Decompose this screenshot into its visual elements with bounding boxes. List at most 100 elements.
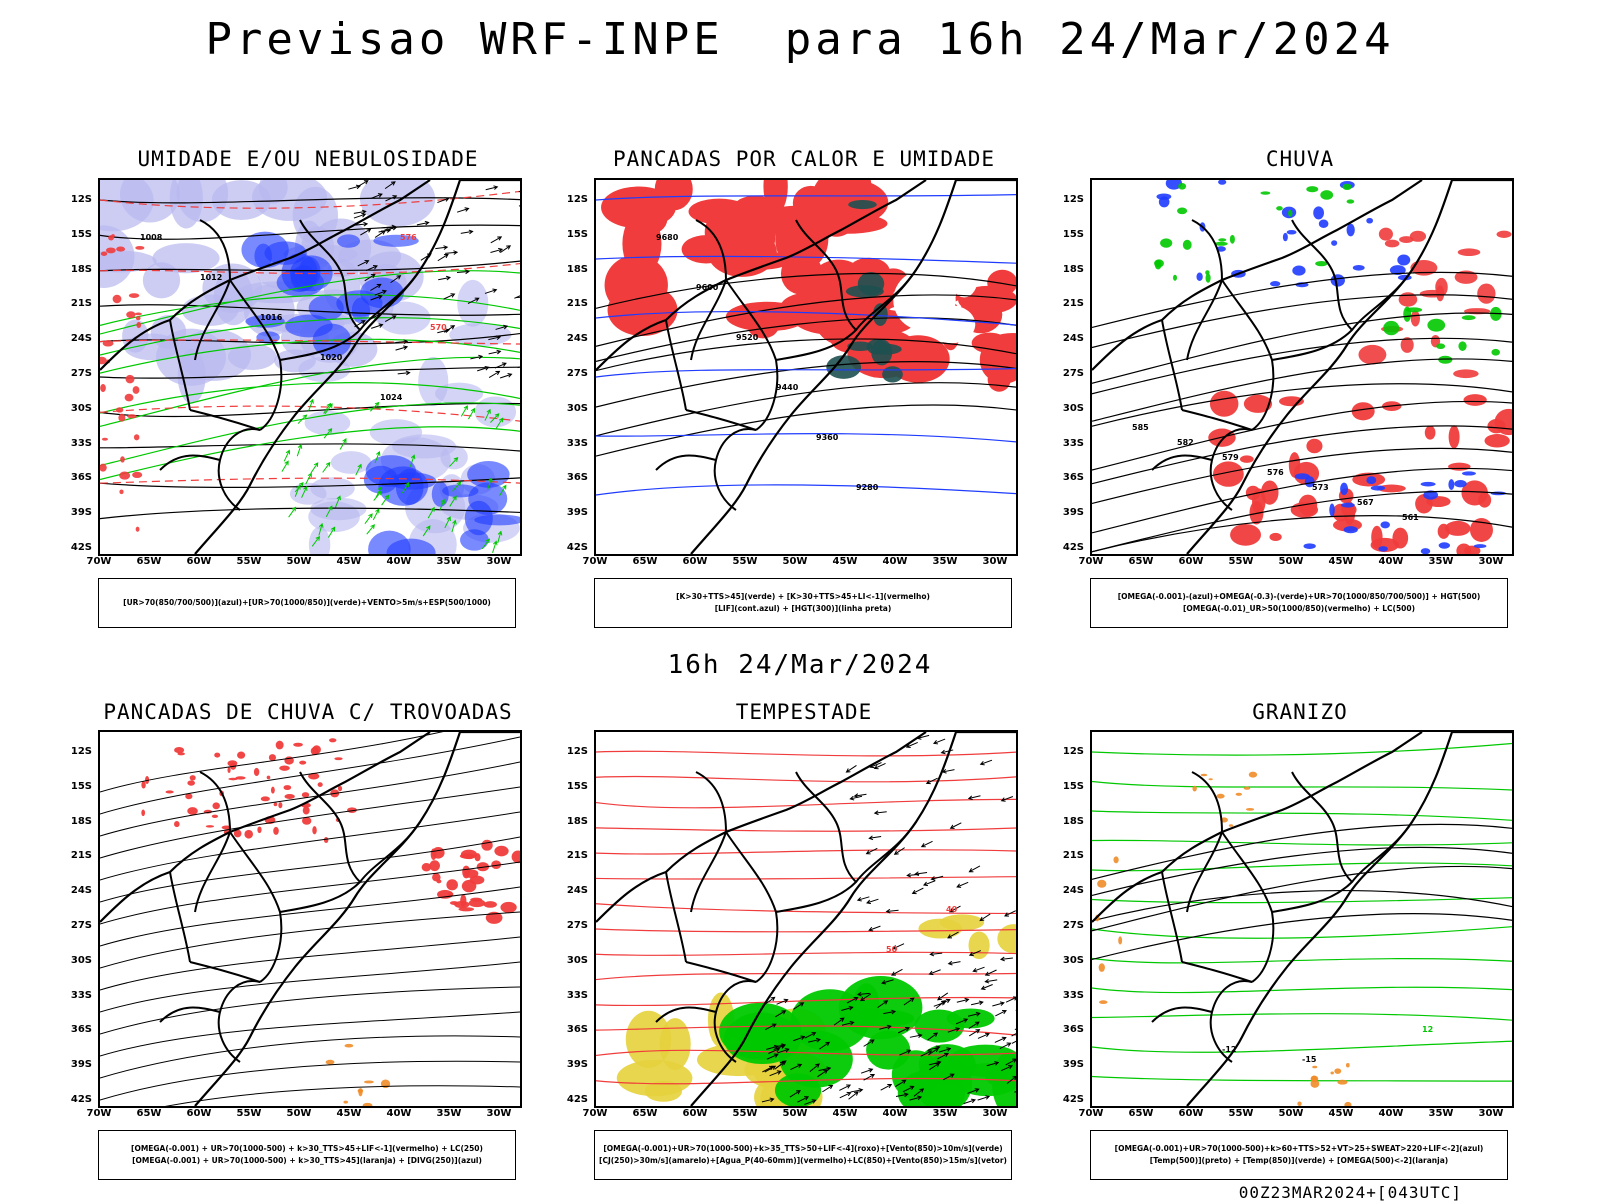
wind-vector <box>365 514 372 524</box>
lon-tick-label: 40W <box>1376 556 1406 567</box>
field-patch <box>303 806 310 814</box>
wind-vector <box>858 897 870 901</box>
wind-vector <box>1001 957 1013 961</box>
field-patch <box>997 924 1016 953</box>
field-patch <box>939 184 986 226</box>
lon-tick-label: 70W <box>580 1108 610 1119</box>
lat-tick-label: 21S <box>68 298 92 309</box>
lat-tick-label: 33S <box>68 990 92 1001</box>
field-patch <box>1462 471 1476 475</box>
field-patch <box>1448 479 1454 490</box>
field-patch <box>1260 191 1270 194</box>
field-patch <box>1346 1063 1350 1067</box>
political-border <box>1187 280 1222 360</box>
streamline <box>100 987 520 1034</box>
field-patch <box>1276 206 1283 210</box>
lon-tick-label: 60W <box>1176 556 1206 567</box>
contour-label: 1012 <box>200 273 222 282</box>
wind-vector <box>489 350 501 354</box>
contour-label: 9680 <box>656 233 679 242</box>
field-patch <box>1244 787 1251 790</box>
field-patch <box>500 902 516 913</box>
contour-line <box>1092 927 1512 939</box>
field-patch <box>1270 281 1280 286</box>
field-patch <box>100 225 134 288</box>
contour-line <box>596 362 1016 407</box>
panel-title: CHUVA <box>1070 147 1530 171</box>
field-patch <box>1230 235 1235 244</box>
field-patch <box>1449 425 1460 448</box>
field-patch <box>113 295 122 303</box>
lat-tick-label: 39S <box>68 1059 92 1070</box>
field-patch <box>1438 524 1450 539</box>
contour-label: 1020 <box>320 353 343 362</box>
political-border <box>195 832 230 912</box>
field-patch <box>475 853 481 861</box>
field-patch <box>133 386 140 394</box>
field-patch <box>278 802 282 808</box>
wind-vector <box>969 866 980 872</box>
lat-tick-label: 27S <box>1060 368 1084 379</box>
field-patch <box>129 293 139 298</box>
lon-tick-label: 65W <box>1126 556 1156 567</box>
field-patch <box>1313 206 1324 219</box>
field-patch <box>136 322 141 328</box>
field-patch <box>1287 230 1297 235</box>
field-patch <box>1358 345 1386 365</box>
wind-vector <box>969 1030 979 1036</box>
field-patch <box>1435 278 1447 296</box>
field-patch <box>1320 190 1333 200</box>
field-patch <box>1378 546 1387 551</box>
field-patch <box>1201 774 1208 777</box>
field-patch <box>1379 228 1393 241</box>
page-title: Previsao WRF-INPE para 16h 24/Mar/2024 <box>0 14 1600 65</box>
political-border <box>1162 872 1182 962</box>
field-patch <box>254 768 259 776</box>
wind-vector <box>354 214 365 219</box>
lon-tick-label: 35W <box>930 1108 960 1119</box>
field-patch <box>100 464 107 472</box>
contour-line <box>596 368 1016 377</box>
lon-tick-label: 35W <box>1426 556 1456 567</box>
lat-tick-label: 27S <box>68 368 92 379</box>
field-patch <box>125 394 134 402</box>
lon-tick-label: 30W <box>980 556 1010 567</box>
field-patch <box>1464 394 1487 406</box>
field-patch <box>467 461 509 488</box>
contour-line <box>596 405 1016 456</box>
field-patch <box>1216 794 1224 799</box>
field-patch <box>1099 1000 1107 1004</box>
field-patch <box>1366 218 1373 224</box>
legend-box: [OMEGA(-0.001) + UR>70(1000-500) + k>30_… <box>98 1130 516 1180</box>
field-patch <box>132 472 142 478</box>
wind-vector <box>518 364 520 368</box>
wind-vector <box>867 899 878 903</box>
field-patch <box>136 527 140 532</box>
streamline <box>100 912 520 968</box>
field-patch <box>1337 1080 1347 1085</box>
wind-vector <box>367 525 375 534</box>
field-patch <box>1439 542 1450 548</box>
field-patch <box>309 295 344 320</box>
wind-vector <box>297 445 301 456</box>
field-patch <box>1118 936 1122 944</box>
lon-tick-label: 70W <box>84 556 114 567</box>
wind-vector <box>913 888 924 893</box>
lat-tick-label: 15S <box>68 229 92 240</box>
lat-tick-label: 15S <box>564 781 588 792</box>
lon-tick-label: 40W <box>384 1108 414 1119</box>
field-patch <box>299 761 306 765</box>
field-patch <box>475 396 517 427</box>
wind-vector <box>438 254 448 260</box>
panel-title: PANCADAS DE CHUVA C/ TROVOADAS <box>78 700 538 724</box>
contour-label: -15 <box>1302 1055 1317 1064</box>
legend-line: [Temp(500)](preto) + [Temp(850)](verde) … <box>1091 1155 1507 1167</box>
field-patch <box>1283 233 1288 241</box>
contour-line <box>1092 295 1512 348</box>
field-patch <box>284 794 294 799</box>
lon-tick-label: 55W <box>1226 556 1256 567</box>
field-patch <box>1269 533 1281 541</box>
